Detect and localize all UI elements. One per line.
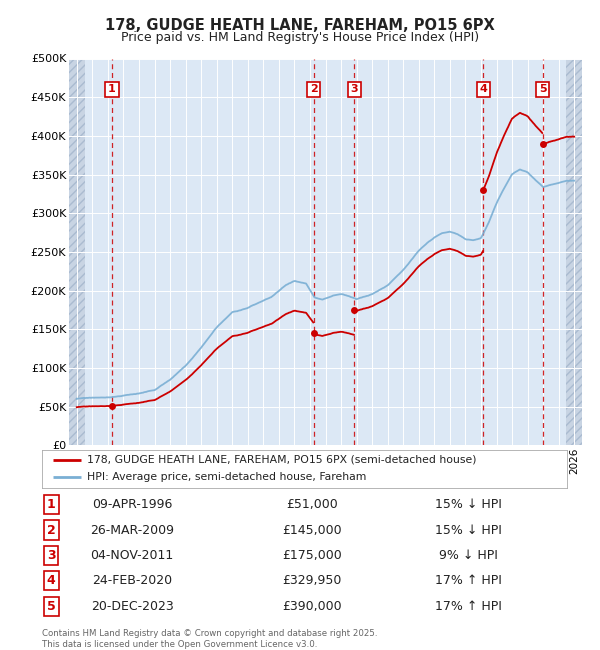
Text: 20-DEC-2023: 20-DEC-2023 xyxy=(91,599,173,612)
Text: 178, GUDGE HEATH LANE, FAREHAM, PO15 6PX (semi-detached house): 178, GUDGE HEATH LANE, FAREHAM, PO15 6PX… xyxy=(86,455,476,465)
Text: HPI: Average price, semi-detached house, Fareham: HPI: Average price, semi-detached house,… xyxy=(86,473,366,482)
Text: 24-FEB-2020: 24-FEB-2020 xyxy=(92,575,172,588)
Text: 15% ↓ HPI: 15% ↓ HPI xyxy=(434,498,502,511)
Bar xyxy=(69,58,85,445)
Text: £51,000: £51,000 xyxy=(286,498,338,511)
Text: 4: 4 xyxy=(47,575,55,588)
Bar xyxy=(566,58,582,445)
Text: 2: 2 xyxy=(310,84,317,94)
Text: 4: 4 xyxy=(479,84,487,94)
Text: Contains HM Land Registry data © Crown copyright and database right 2025.
This d: Contains HM Land Registry data © Crown c… xyxy=(42,629,377,649)
Text: 1: 1 xyxy=(108,84,116,94)
Text: 178, GUDGE HEATH LANE, FAREHAM, PO15 6PX: 178, GUDGE HEATH LANE, FAREHAM, PO15 6PX xyxy=(105,18,495,32)
Text: £390,000: £390,000 xyxy=(282,599,342,612)
Text: 26-MAR-2009: 26-MAR-2009 xyxy=(90,524,174,537)
Text: £175,000: £175,000 xyxy=(282,549,342,562)
Text: 15% ↓ HPI: 15% ↓ HPI xyxy=(434,524,502,537)
Text: 17% ↑ HPI: 17% ↑ HPI xyxy=(434,599,502,612)
Text: 17% ↑ HPI: 17% ↑ HPI xyxy=(434,575,502,588)
Text: 3: 3 xyxy=(350,84,358,94)
Text: 1: 1 xyxy=(47,498,55,511)
Text: 2: 2 xyxy=(47,524,55,537)
Text: 3: 3 xyxy=(47,549,55,562)
Text: 9% ↓ HPI: 9% ↓ HPI xyxy=(439,549,497,562)
Text: 5: 5 xyxy=(539,84,547,94)
Text: £329,950: £329,950 xyxy=(283,575,341,588)
Text: £145,000: £145,000 xyxy=(282,524,342,537)
Text: Price paid vs. HM Land Registry's House Price Index (HPI): Price paid vs. HM Land Registry's House … xyxy=(121,31,479,44)
Text: 5: 5 xyxy=(47,599,55,612)
Text: 09-APR-1996: 09-APR-1996 xyxy=(92,498,172,511)
Text: 04-NOV-2011: 04-NOV-2011 xyxy=(91,549,173,562)
